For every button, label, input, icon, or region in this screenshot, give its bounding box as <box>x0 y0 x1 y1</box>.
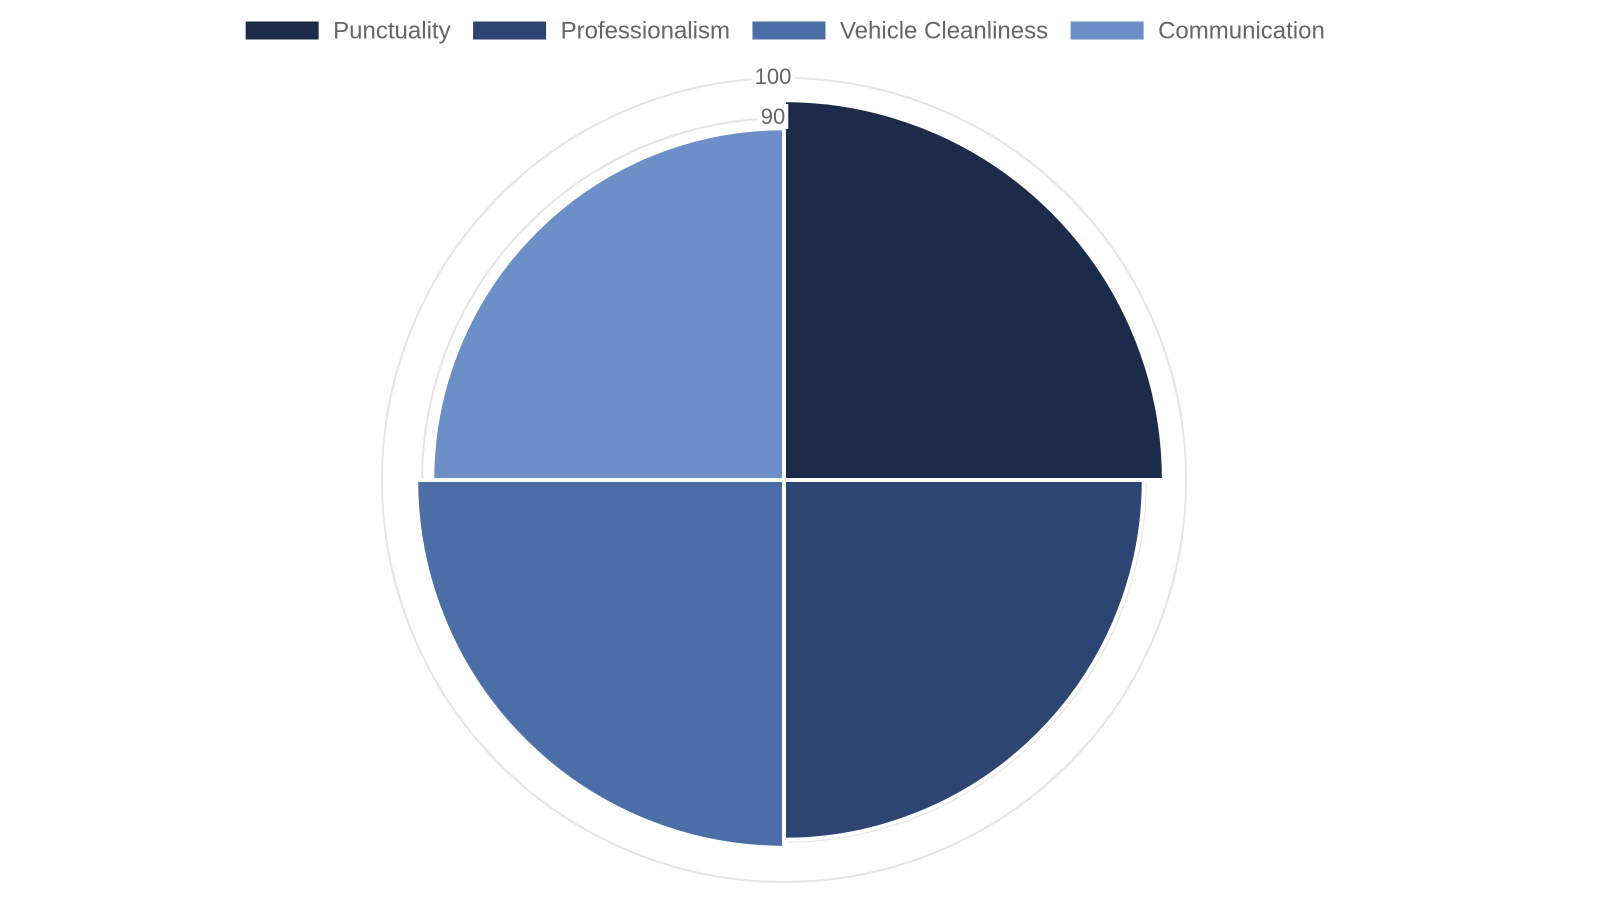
segment <box>782 478 1146 842</box>
legend-swatch <box>472 20 548 41</box>
legend-swatch <box>244 20 320 41</box>
segments <box>414 98 1166 850</box>
legend-item: Vehicle Cleanliness <box>751 17 1048 44</box>
segment <box>782 98 1166 482</box>
legend-label: Vehicle Cleanliness <box>840 17 1048 44</box>
legend-item: Punctuality <box>244 17 451 44</box>
legend-label: Professionalism <box>561 17 730 44</box>
tick-backdrop <box>757 104 789 130</box>
legend-swatch <box>1069 20 1145 41</box>
tick-label: 90 <box>761 104 785 129</box>
tick-label: 100 <box>755 64 792 89</box>
ticks: 90 100 <box>751 63 795 130</box>
segment <box>414 478 786 850</box>
legend-label: Punctuality <box>333 17 450 44</box>
legend-item: Professionalism <box>472 17 730 44</box>
legend: Punctuality Professionalism Vehicle Cleanl… <box>244 17 1325 44</box>
legend-label: Communication <box>1158 17 1325 44</box>
tick-backdrop <box>751 63 795 89</box>
legend-swatch <box>751 20 827 41</box>
legend-item: Communication <box>1069 17 1325 44</box>
segment <box>430 126 786 482</box>
